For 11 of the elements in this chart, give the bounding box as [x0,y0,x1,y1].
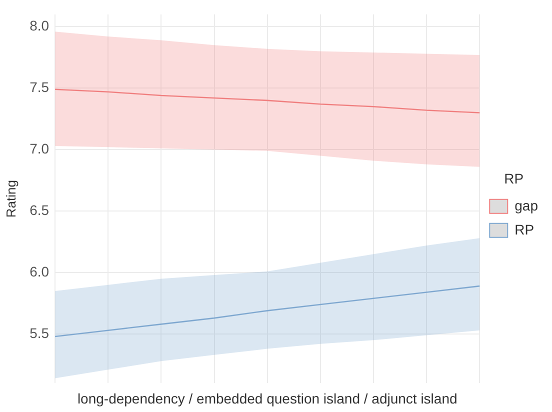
y-tick-label: 7.5 [30,79,50,96]
legend-title: RP [504,170,524,186]
y-tick-label: 5.5 [30,324,50,341]
y-tick-label: 8.0 [30,18,50,34]
x-axis-title: long-dependency / embedded question island / adjunct island [77,390,458,406]
y-tick-label: 6.0 [30,263,50,280]
y-axis-title: Rating [3,180,18,218]
y-tick-label: 7.0 [30,140,50,156]
legend-label: gap [514,197,538,214]
legend-label: RP [514,221,534,238]
y-tick-label: 6.5 [30,202,50,218]
